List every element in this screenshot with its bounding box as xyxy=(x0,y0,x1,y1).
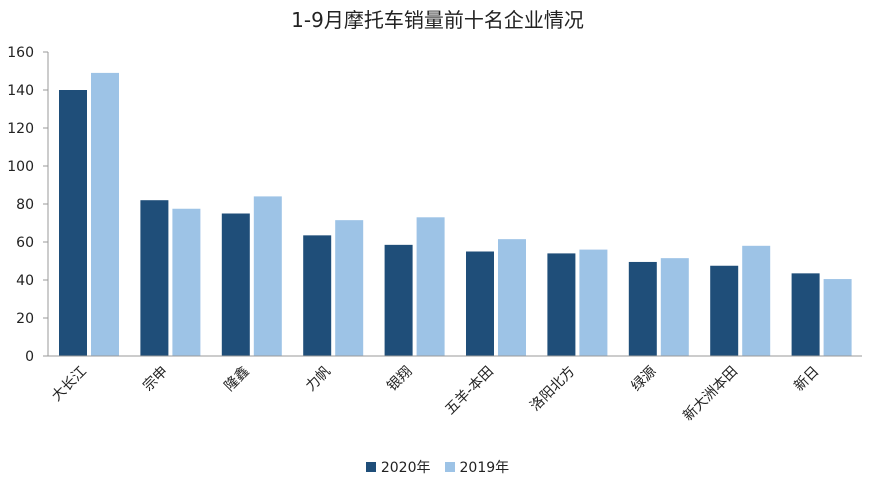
bar-2019 xyxy=(660,258,689,356)
x-tick-label: 大长江 xyxy=(49,364,90,405)
x-tick-label: 绿源 xyxy=(629,364,660,395)
legend-item-2020: 2020年 xyxy=(365,457,431,477)
chart-title: 1-9月摩托车销量前十名企业情况 xyxy=(291,8,584,32)
bar-2020 xyxy=(59,90,87,356)
x-tick-label: 五羊-本田 xyxy=(442,364,496,418)
bar-2019 xyxy=(172,208,201,356)
x-tick-label: 隆鑫 xyxy=(221,363,253,395)
y-tick-label: 60 xyxy=(16,235,34,251)
y-tick-label: 0 xyxy=(25,349,34,365)
x-tick-label: 新日 xyxy=(791,364,822,395)
legend: 2020年 2019年 xyxy=(0,457,875,477)
legend-label-2020: 2020年 xyxy=(380,460,431,476)
bar-2019 xyxy=(579,249,608,356)
bar-2019 xyxy=(91,72,119,357)
y-tick-label: 140 xyxy=(7,83,34,99)
y-tick-label: 160 xyxy=(7,45,34,61)
bar-2020 xyxy=(221,213,250,356)
bar-2020 xyxy=(384,244,413,356)
bar-2020 xyxy=(140,200,169,356)
y-tick-label: 40 xyxy=(16,273,34,289)
legend-item-2019: 2019年 xyxy=(444,457,510,477)
y-tick-label: 80 xyxy=(16,197,34,213)
x-tick-label: 宗申 xyxy=(140,364,171,395)
y-tick-label: 120 xyxy=(7,121,34,137)
x-tick-label: 力帆 xyxy=(303,364,334,395)
bar-2019 xyxy=(823,279,852,356)
legend-swatch-2019 xyxy=(444,462,455,472)
bar-2019 xyxy=(335,220,364,356)
bar-2020 xyxy=(710,265,739,356)
y-tick-label: 20 xyxy=(16,311,34,327)
y-tick-label: 100 xyxy=(7,159,34,175)
legend-label-2019: 2019年 xyxy=(459,460,510,476)
x-tick-label: 银翔 xyxy=(384,364,415,395)
bar-2020 xyxy=(547,253,576,356)
bar-2020 xyxy=(466,251,494,356)
x-tick-label: 洛阳北方 xyxy=(527,364,578,415)
bar-2019 xyxy=(253,196,282,356)
bar-2019 xyxy=(742,245,771,356)
x-tick-label: 新大洲本田 xyxy=(680,364,741,425)
bar-2020 xyxy=(791,273,820,356)
bar-2019 xyxy=(498,239,526,356)
legend-swatch-2020 xyxy=(365,462,376,472)
bar-2020 xyxy=(303,235,332,356)
bar-2020 xyxy=(628,261,657,356)
bar-2019 xyxy=(416,217,445,356)
